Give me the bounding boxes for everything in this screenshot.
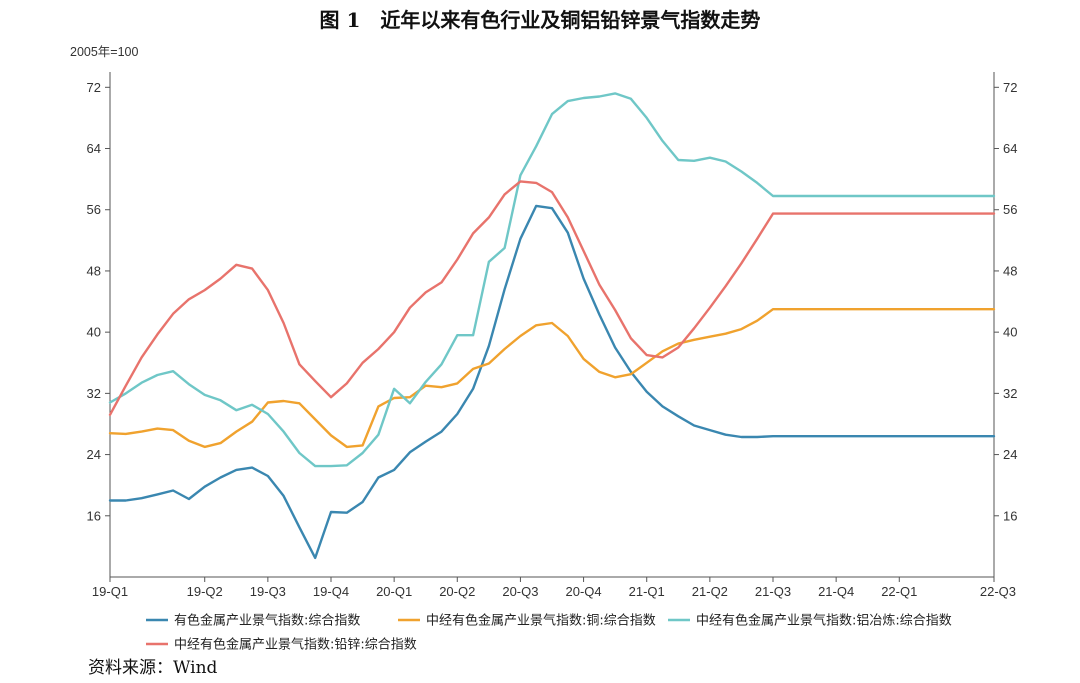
x-tick-label: 19-Q1 <box>92 584 128 599</box>
x-tick-label: 21-Q2 <box>692 584 728 599</box>
y-tick-label-left: 32 <box>87 386 101 401</box>
x-tick-label: 19-Q4 <box>313 584 349 599</box>
figure-title: 图 1 近年以来有色行业及铜铝铅锌景气指数走势 <box>320 8 761 32</box>
x-tick-label: 22-Q3 <box>980 584 1016 599</box>
x-tick-label: 22-Q1 <box>881 584 917 599</box>
x-tick-label: 20-Q2 <box>439 584 475 599</box>
y-tick-label-left: 48 <box>87 263 101 278</box>
x-tick-label: 21-Q4 <box>818 584 854 599</box>
y-tick-label-right: 24 <box>1003 447 1017 462</box>
y-tick-label-right: 72 <box>1003 80 1017 95</box>
y-tick-label-left: 72 <box>87 80 101 95</box>
y-tick-label-left: 24 <box>87 447 101 462</box>
x-tick-label: 20-Q1 <box>376 584 412 599</box>
series-line-4 <box>108 180 996 416</box>
source-note: 资料来源：Wind <box>88 658 218 678</box>
legend-label-1: 有色金属产业景气指数:综合指数 <box>174 613 360 629</box>
legend-label-4: 中经有色金属产业景气指数:铅锌:综合指数 <box>174 637 417 653</box>
series-line-2 <box>108 308 996 449</box>
y-tick-label-right: 32 <box>1003 386 1017 401</box>
y-tick-label-left: 40 <box>87 325 101 340</box>
y-tick-label-left: 16 <box>87 508 101 523</box>
x-tick-label: 21-Q3 <box>755 584 791 599</box>
series-line-3 <box>108 92 996 468</box>
y-tick-label-left: 64 <box>87 141 101 156</box>
legend-label-2: 中经有色金属产业景气指数:铜:综合指数 <box>426 613 656 629</box>
x-tick-label: 20-Q4 <box>566 584 602 599</box>
x-tick-label: 19-Q3 <box>250 584 286 599</box>
y-tick-label-right: 48 <box>1003 263 1017 278</box>
series-line-1 <box>108 204 996 560</box>
unit-label: 2005年=100 <box>70 45 139 59</box>
x-tick-label: 19-Q2 <box>187 584 223 599</box>
legend-label-3: 中经有色金属产业景气指数:铝冶炼:综合指数 <box>696 613 952 629</box>
y-tick-label-right: 40 <box>1003 325 1017 340</box>
y-tick-label-right: 16 <box>1003 508 1017 523</box>
y-tick-label-right: 56 <box>1003 202 1017 217</box>
x-tick-label: 20-Q3 <box>502 584 538 599</box>
y-tick-label-left: 56 <box>87 202 101 217</box>
y-tick-label-right: 64 <box>1003 141 1017 156</box>
x-tick-label: 21-Q1 <box>629 584 665 599</box>
